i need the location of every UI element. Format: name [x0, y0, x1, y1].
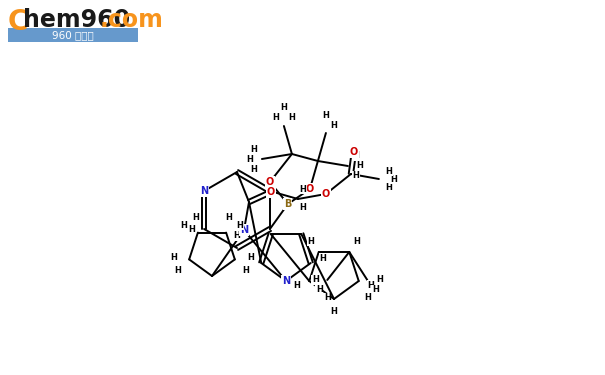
- Text: B: B: [284, 199, 292, 209]
- Text: H: H: [312, 276, 319, 285]
- Text: H: H: [289, 114, 295, 123]
- Text: H: H: [180, 221, 188, 230]
- Text: H: H: [353, 171, 359, 180]
- Text: N: N: [282, 276, 290, 286]
- Text: H: H: [243, 266, 249, 275]
- Text: H: H: [324, 294, 331, 303]
- FancyBboxPatch shape: [8, 28, 138, 42]
- Text: O: O: [267, 187, 275, 197]
- Text: H: H: [307, 237, 315, 246]
- Text: H: H: [192, 213, 199, 222]
- Text: N: N: [240, 225, 248, 235]
- Text: H: H: [299, 202, 306, 211]
- Text: O: O: [266, 177, 274, 187]
- Text: H: H: [316, 285, 322, 294]
- Text: H: H: [175, 266, 182, 275]
- Text: H: H: [225, 213, 232, 222]
- Text: H: H: [246, 154, 253, 164]
- Text: H: H: [281, 104, 287, 112]
- Text: H: H: [234, 231, 240, 240]
- Text: H: H: [390, 174, 397, 183]
- Text: H: H: [385, 183, 393, 192]
- Text: O: O: [350, 147, 358, 157]
- Text: C: C: [8, 8, 28, 36]
- Text: H: H: [372, 285, 379, 294]
- Text: H: H: [385, 166, 393, 176]
- Text: H: H: [250, 144, 257, 153]
- Text: O: O: [322, 189, 330, 199]
- Text: H: H: [364, 294, 371, 303]
- Text: H: H: [189, 225, 195, 234]
- Text: H: H: [353, 237, 361, 246]
- Text: H: H: [356, 162, 364, 171]
- Text: H: H: [376, 276, 383, 285]
- Text: 960 化工网: 960 化工网: [52, 30, 94, 40]
- Text: H: H: [319, 254, 326, 262]
- Text: H: H: [353, 152, 359, 160]
- Text: N: N: [200, 186, 208, 196]
- Text: .com: .com: [100, 8, 164, 32]
- Text: H: H: [330, 308, 338, 316]
- Text: H: H: [247, 253, 253, 262]
- Text: H: H: [170, 253, 177, 262]
- Text: H: H: [293, 280, 300, 290]
- Text: H: H: [250, 165, 257, 174]
- Text: O: O: [306, 184, 314, 194]
- Text: H: H: [322, 111, 329, 120]
- Text: H: H: [272, 114, 280, 123]
- Text: H: H: [299, 184, 306, 194]
- Text: H: H: [330, 120, 338, 129]
- Text: H: H: [368, 280, 374, 290]
- Text: H: H: [237, 221, 243, 230]
- Text: hem960: hem960: [23, 8, 130, 32]
